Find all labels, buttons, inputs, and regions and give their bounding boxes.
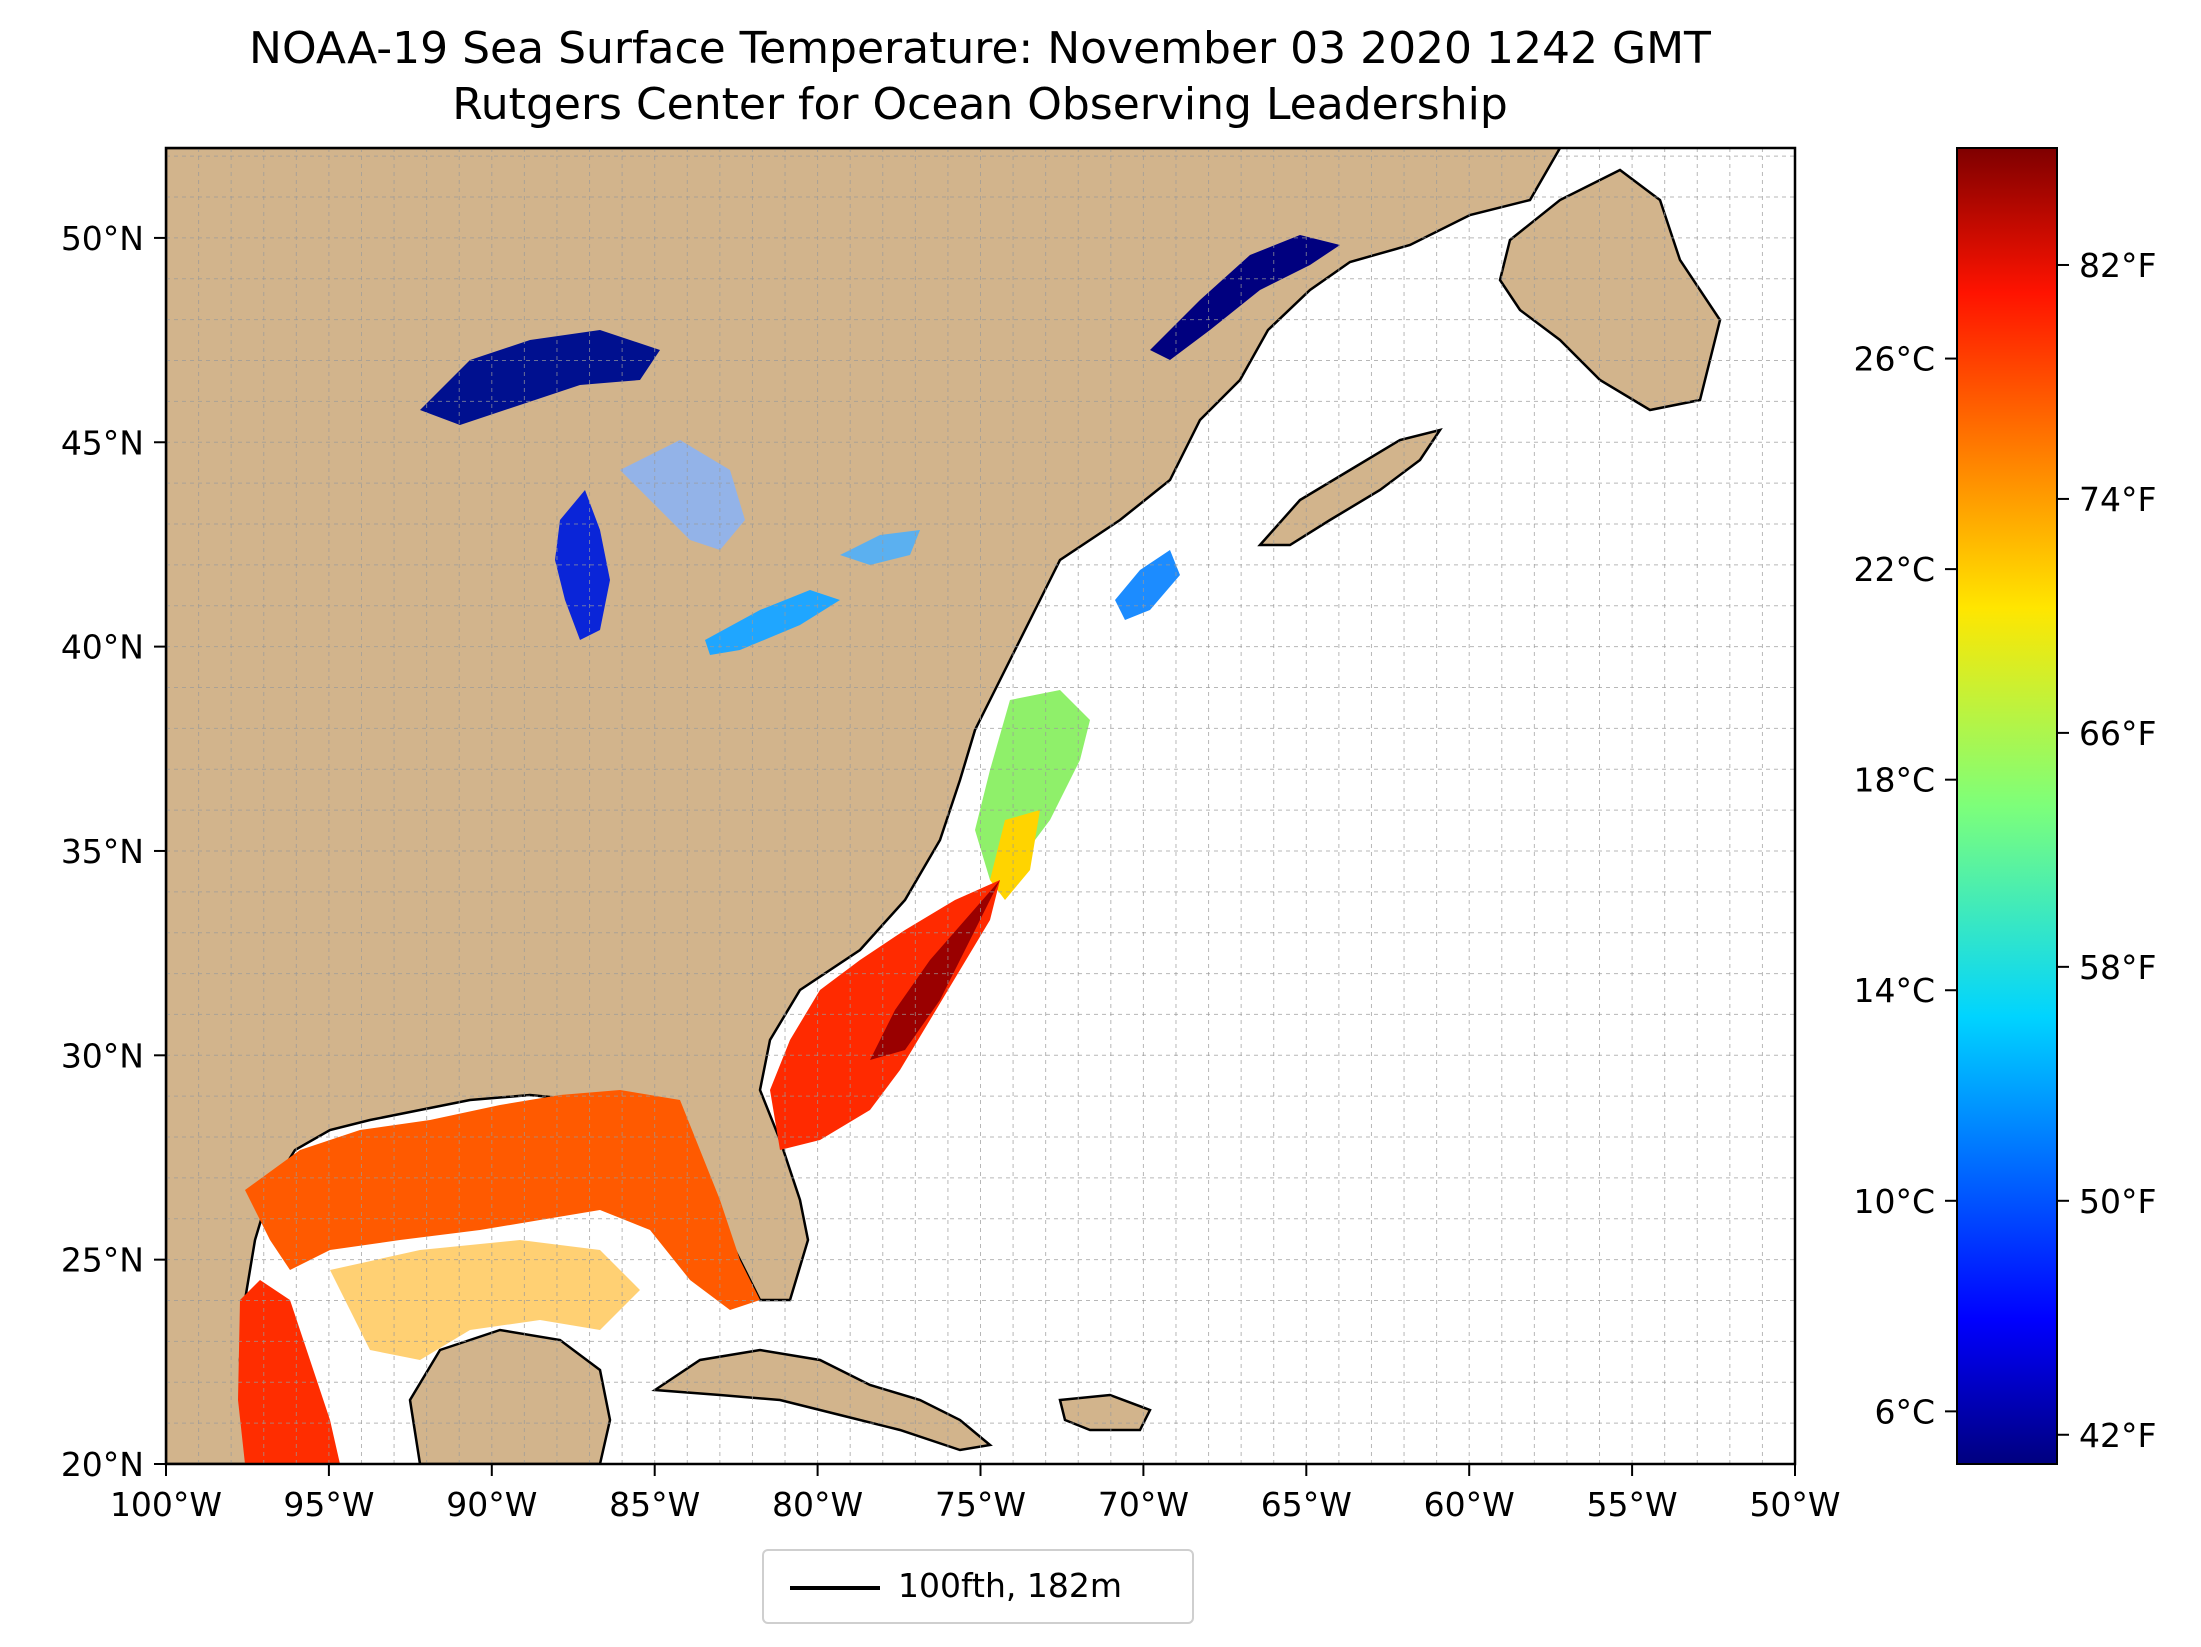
gulf-stream-core [870, 880, 1000, 1060]
map-gridlines [165, 148, 1796, 1465]
lon-tick-label: 65°W [1261, 1485, 1352, 1524]
lon-tick-label: 75°W [935, 1485, 1026, 1524]
map-title: NOAA-19 Sea Surface Temperature: Novembe… [249, 23, 1711, 74]
celsius-tick-label: 10°C [1853, 1182, 1935, 1221]
longitude-axis: 100°W 95°W 90°W 85°W 80°W 75°W 70°W 65°W 60°W 55°… [110, 1464, 1841, 1524]
fahrenheit-tick-label: 42°F [2079, 1416, 2156, 1455]
shelf-sst [990, 810, 1040, 900]
land-yucatan [408, 1328, 612, 1464]
lon-tick-label: 50°W [1749, 1485, 1840, 1524]
lon-tick-label: 80°W [772, 1485, 863, 1524]
map-area [166, 148, 1795, 1464]
fahrenheit-tick-label: 50°F [2079, 1182, 2156, 1221]
lon-tick-label: 95°W [283, 1485, 374, 1524]
map-subtitle: Rutgers Center for Ocean Observing Leade… [452, 79, 1508, 130]
colorbar-celsius-axis: 6°C 10°C 14°C 18°C 22°C 26°C [1853, 340, 1957, 1431]
lon-tick-label: 100°W [110, 1485, 222, 1524]
lake-huron [620, 440, 745, 550]
land-hispaniola [1058, 1393, 1152, 1432]
gulf-of-maine-sst [1115, 550, 1180, 620]
fahrenheit-tick-label: 82°F [2079, 246, 2156, 285]
lat-tick-label: 25°N [61, 1241, 144, 1280]
lat-tick-label: 45°N [61, 423, 144, 462]
land-north-america [166, 148, 1562, 1464]
st-lawrence-sst [1150, 235, 1340, 360]
celsius-tick-label: 18°C [1853, 761, 1935, 800]
fahrenheit-tick-label: 74°F [2079, 480, 2156, 519]
colorbar-fahrenheit-axis: 42°F 50°F 58°F 66°F 74°F 82°F [2057, 246, 2156, 1455]
fahrenheit-tick-label: 66°F [2079, 714, 2156, 753]
celsius-tick-label: 14°C [1853, 971, 1935, 1010]
gulf-of-mexico-sst [245, 1090, 760, 1310]
lon-tick-label: 90°W [446, 1485, 537, 1524]
lat-tick-label: 50°N [61, 219, 144, 258]
lon-tick-label: 70°W [1098, 1485, 1189, 1524]
land-nova-scotia [1257, 428, 1443, 547]
latitude-axis: 20°N 25°N 30°N 35°N 40°N 45°N 50°N [61, 219, 166, 1484]
gulf-stream-sst [770, 860, 1005, 1150]
lon-tick-label: 85°W [609, 1485, 700, 1524]
lat-tick-label: 20°N [61, 1445, 144, 1484]
celsius-tick-label: 22°C [1853, 550, 1935, 589]
land-cuba [651, 1348, 993, 1452]
legend-isobath-line [790, 1586, 880, 1590]
colorbar [1956, 147, 2058, 1465]
lat-tick-label: 30°N [61, 1036, 144, 1075]
legend-label: 100fth, 182m [898, 1566, 1122, 1605]
lon-tick-label: 55°W [1587, 1485, 1678, 1524]
celsius-tick-label: 6°C [1874, 1392, 1935, 1431]
lat-tick-label: 35°N [61, 832, 144, 871]
lat-tick-label: 40°N [61, 628, 144, 667]
legend: 100fth, 182m [762, 1549, 1194, 1624]
celsius-tick-label: 26°C [1853, 340, 1935, 379]
lon-tick-label: 60°W [1424, 1485, 1515, 1524]
lake-erie [705, 590, 840, 655]
lake-ontario [840, 530, 920, 565]
gulf-scattered-sst [330, 1240, 640, 1360]
fahrenheit-tick-label: 58°F [2079, 948, 2156, 987]
